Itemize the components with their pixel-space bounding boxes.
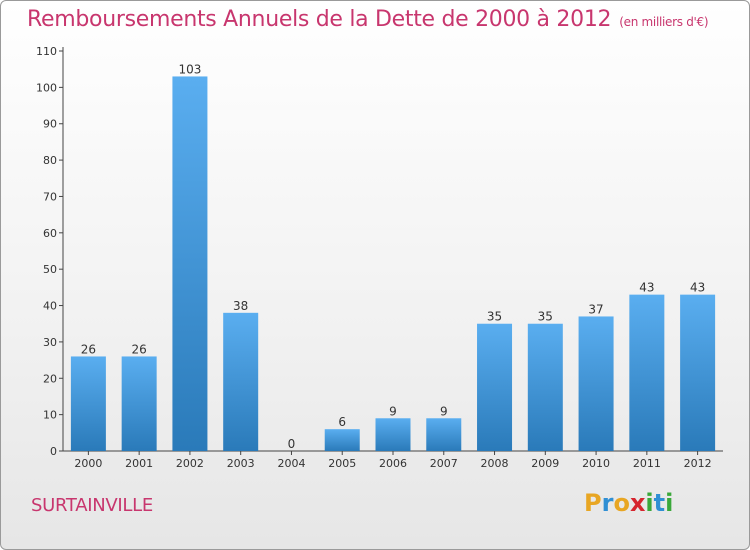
bar: [527, 323, 563, 451]
proxiti-logo: Proxiti: [584, 489, 673, 517]
x-tick-label: 2010: [582, 457, 610, 470]
bar: [172, 76, 208, 452]
logo-letter: o: [613, 489, 630, 517]
bar: [223, 312, 259, 451]
data-label: 9: [440, 404, 448, 418]
y-tick-label: 0: [50, 445, 57, 458]
logo-letter: i: [665, 489, 674, 517]
data-label: 26: [132, 342, 147, 356]
x-tick-label: 2009: [531, 457, 559, 470]
data-label: 43: [639, 281, 654, 295]
y-tick-label: 100: [36, 81, 57, 94]
chart-title-text: Remboursements Annuels de la Dette de 20…: [27, 7, 612, 32]
y-tick-label: 110: [36, 45, 57, 58]
chart-title: Remboursements Annuels de la Dette de 20…: [27, 7, 709, 32]
x-tick-label: 2001: [125, 457, 153, 470]
data-label: 103: [178, 62, 201, 76]
data-label: 43: [690, 281, 705, 295]
y-tick-label: 20: [43, 372, 57, 385]
x-tick-label: 2007: [430, 457, 458, 470]
bars: [70, 76, 716, 452]
bar: [324, 429, 360, 451]
bar: [629, 294, 665, 451]
y-tick-label: 60: [43, 227, 57, 240]
data-label: 6: [338, 415, 346, 429]
x-tick-label: 2005: [328, 457, 356, 470]
y-tick-label: 80: [43, 154, 57, 167]
y-tick-label: 30: [43, 336, 57, 349]
data-label: 35: [538, 310, 553, 324]
x-tick-label: 2006: [379, 457, 407, 470]
logo-letter: t: [653, 489, 666, 517]
y-tick-label: 90: [43, 118, 57, 131]
bar: [121, 356, 157, 451]
data-label: 35: [487, 310, 502, 324]
logo-letter: P: [584, 489, 602, 517]
x-tick-label: 2000: [74, 457, 102, 470]
value-labels: 26 26 103 38 0 6 9 9 35 35 37 43 43: [81, 62, 706, 451]
y-tick-label: 50: [43, 263, 57, 276]
data-label: 37: [588, 302, 603, 316]
logo-letter: r: [601, 489, 614, 517]
logo-letter: i: [645, 489, 654, 517]
x-tick-label: 2012: [684, 457, 712, 470]
data-label: 0: [288, 437, 296, 451]
y-tick-label: 70: [43, 190, 57, 203]
x-tick-label: 2008: [481, 457, 509, 470]
y-tick-label: 40: [43, 300, 57, 313]
data-label: 38: [233, 299, 248, 313]
commune-name: SURTAINVILLE: [31, 495, 153, 516]
x-tick-label: 2004: [277, 457, 305, 470]
x-tick-label: 2003: [227, 457, 255, 470]
x-tick-label: 2011: [633, 457, 661, 470]
bar: [680, 294, 716, 451]
bar: [578, 316, 614, 451]
bar: [70, 356, 106, 451]
x-tick-label: 2002: [176, 457, 204, 470]
data-label: 26: [81, 342, 96, 356]
chart-unit: (en milliers d'€): [619, 15, 709, 29]
bar: [426, 418, 462, 451]
y-tick-label: 10: [43, 409, 57, 422]
bar: [477, 323, 513, 451]
logo-letter: x: [629, 489, 646, 517]
bar: [375, 418, 411, 451]
data-label: 9: [389, 404, 397, 418]
